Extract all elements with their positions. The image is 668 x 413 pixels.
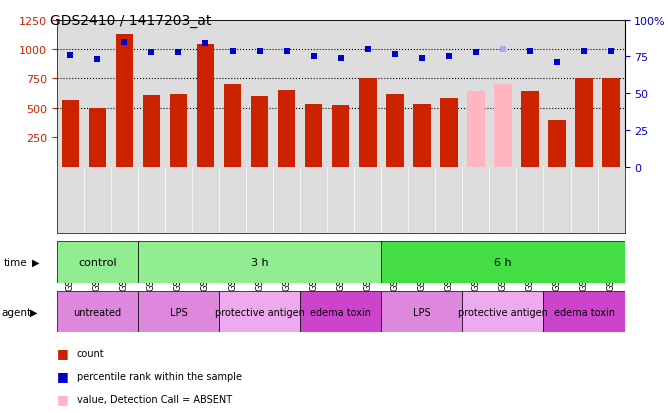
Bar <box>143 96 160 167</box>
Bar <box>521 92 538 167</box>
Bar <box>61 101 79 167</box>
Bar <box>138 291 219 332</box>
Bar <box>57 242 138 283</box>
Bar <box>219 291 300 332</box>
Bar <box>413 105 431 167</box>
Bar <box>116 35 133 167</box>
Bar <box>300 291 381 332</box>
Bar <box>89 109 106 167</box>
Bar <box>548 121 566 167</box>
Text: LPS: LPS <box>413 307 431 317</box>
Bar <box>381 291 462 332</box>
Bar <box>386 95 403 167</box>
Bar <box>603 79 620 167</box>
Bar <box>544 291 625 332</box>
Bar <box>224 85 241 167</box>
Text: ■: ■ <box>57 392 69 405</box>
Text: ■: ■ <box>57 369 69 382</box>
Text: ▶: ▶ <box>32 257 39 267</box>
Bar <box>57 291 138 332</box>
Text: untreated: untreated <box>73 307 122 317</box>
Bar <box>467 92 485 167</box>
Text: value, Detection Call = ABSENT: value, Detection Call = ABSENT <box>77 394 232 404</box>
Text: percentile rank within the sample: percentile rank within the sample <box>77 371 242 381</box>
Text: agent: agent <box>1 307 31 317</box>
Bar <box>170 95 187 167</box>
Text: protective antigen: protective antigen <box>458 307 548 317</box>
Bar <box>440 99 458 167</box>
Text: protective antigen: protective antigen <box>214 307 305 317</box>
Bar <box>575 79 593 167</box>
Bar <box>138 242 381 283</box>
Text: 6 h: 6 h <box>494 257 512 267</box>
Text: 3 h: 3 h <box>250 257 269 267</box>
Text: time: time <box>3 257 27 267</box>
Bar <box>381 242 625 283</box>
Bar <box>250 96 269 167</box>
Bar <box>196 45 214 167</box>
Text: control: control <box>78 257 117 267</box>
Bar <box>359 79 377 167</box>
Text: edema toxin: edema toxin <box>310 307 371 317</box>
Bar <box>332 106 349 167</box>
Bar <box>462 291 544 332</box>
Bar <box>305 105 323 167</box>
Text: ▶: ▶ <box>30 307 37 317</box>
Text: GDS2410 / 1417203_at: GDS2410 / 1417203_at <box>50 14 212 28</box>
Bar <box>494 85 512 167</box>
Bar <box>278 91 295 167</box>
Text: edema toxin: edema toxin <box>554 307 615 317</box>
Text: LPS: LPS <box>170 307 187 317</box>
Text: ■: ■ <box>57 347 69 360</box>
Text: count: count <box>77 348 104 358</box>
